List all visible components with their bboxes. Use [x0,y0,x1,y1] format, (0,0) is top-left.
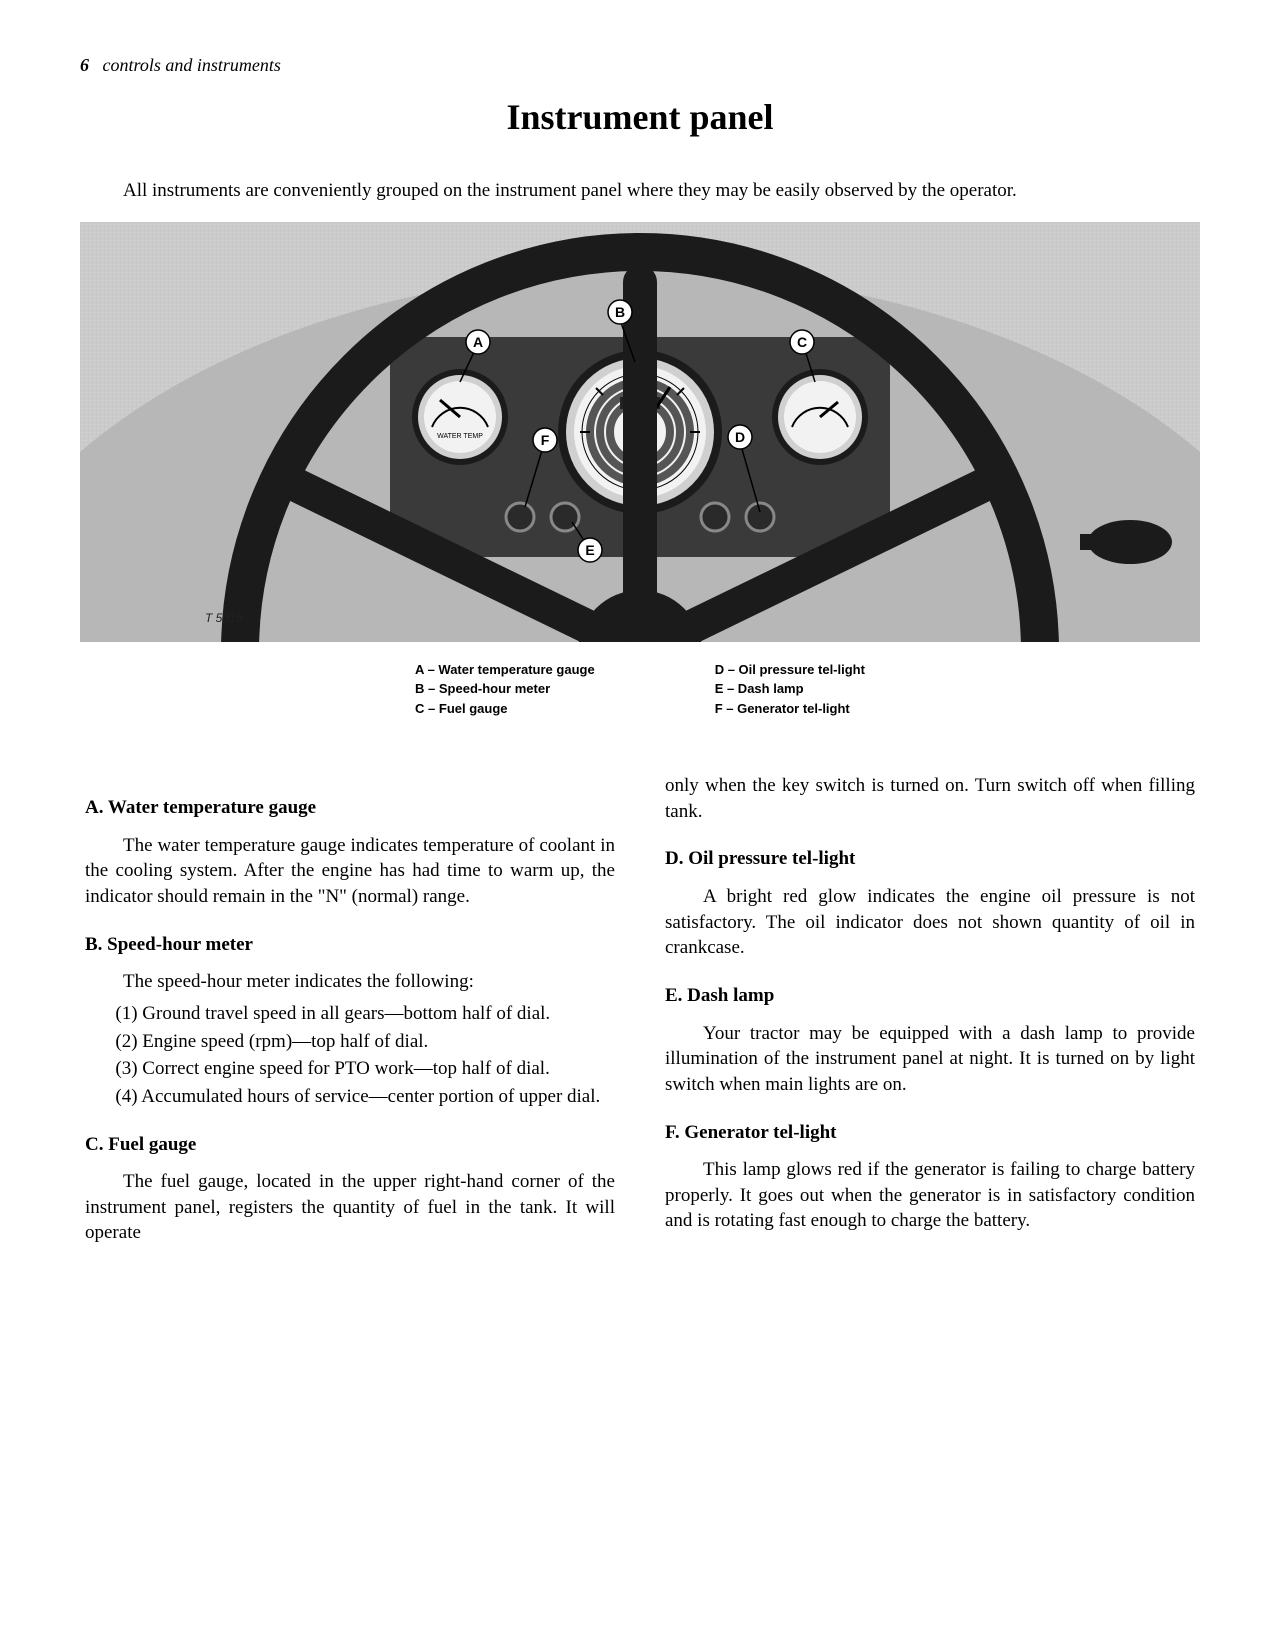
para-f: This lamp glows red if the generator is … [665,1157,1195,1234]
list-item: (3) Correct engine speed for PTO work—to… [85,1056,615,1082]
list-item: (2) Engine speed (rpm)—top half of dial. [85,1029,615,1055]
legend-item: A – Water temperature gauge [415,660,595,680]
subhead-e: E. Dash lamp [665,983,1195,1009]
svg-text:F: F [541,432,550,448]
instrument-panel-svg: WATER TEMP [80,222,1200,642]
subhead-a: A. Water temperature gauge [85,795,615,821]
svg-text:E: E [585,542,594,558]
subhead-c: C. Fuel gauge [85,1132,615,1158]
intro-paragraph: All instruments are conveniently grouped… [85,178,1195,204]
page-title: Instrument panel [80,96,1200,138]
manual-page: 6 controls and instruments Instrument pa… [0,0,1275,1650]
right-column: only when the key switch is turned on. T… [665,773,1195,1252]
legend-item: E – Dash lamp [715,679,865,699]
page-number: 6 [80,55,89,75]
svg-text:D: D [735,429,745,445]
para-c: The fuel gauge, located in the upper rig… [85,1169,615,1246]
para-e: Your tractor may be equipped with a dash… [665,1021,1195,1098]
legend-item: B – Speed-hour meter [415,679,595,699]
instrument-panel-figure: WATER TEMP [80,222,1200,642]
para-a: The water temperature gauge indicates te… [85,833,615,910]
figure-id-text: T 5319 [205,611,243,625]
svg-text:A: A [473,334,483,350]
list-item: (1) Ground travel speed in all gears—bot… [85,1001,615,1027]
list-item: (4) Accumulated hours of service—center … [85,1084,615,1110]
para-c-cont: only when the key switch is turned on. T… [665,773,1195,824]
legend-left: A – Water temperature gauge B – Speed-ho… [415,660,595,719]
svg-text:B: B [615,304,625,320]
svg-text:C: C [797,334,807,350]
legend-right: D – Oil pressure tel-light E – Dash lamp… [715,660,865,719]
legend-item: D – Oil pressure tel-light [715,660,865,680]
para-b-intro: The speed-hour meter indicates the follo… [85,969,615,995]
legend-item: C – Fuel gauge [415,699,595,719]
para-d: A bright red glow indicates the engine o… [665,884,1195,961]
svg-text:WATER TEMP: WATER TEMP [437,433,483,440]
figure-legend: A – Water temperature gauge B – Speed-ho… [80,660,1200,719]
body-columns: A. Water temperature gauge The water tem… [85,773,1195,1252]
subhead-f: F. Generator tel-light [665,1120,1195,1146]
subhead-d: D. Oil pressure tel-light [665,846,1195,872]
left-column: A. Water temperature gauge The water tem… [85,773,615,1252]
section-label: controls and instruments [103,55,281,75]
legend-item: F – Generator tel-light [715,699,865,719]
running-head: 6 controls and instruments [80,55,1200,76]
subhead-b: B. Speed-hour meter [85,932,615,958]
